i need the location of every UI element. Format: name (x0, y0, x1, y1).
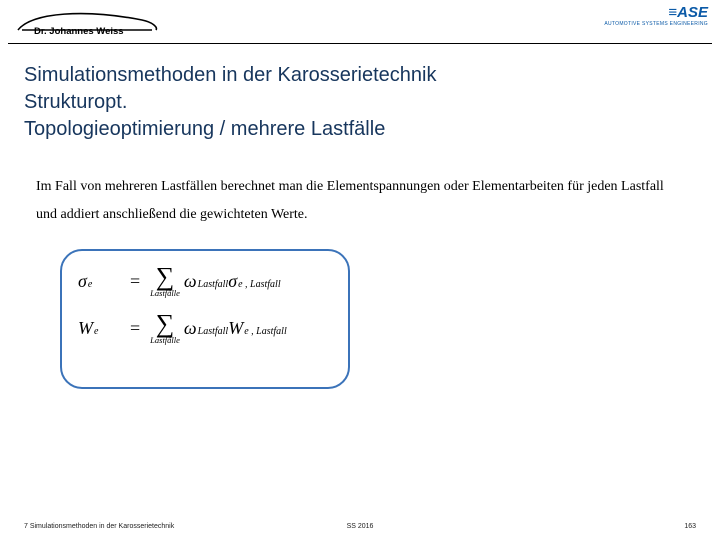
heading-line-2: Strukturopt. (24, 89, 696, 116)
eq2-rhs-sym: W (228, 318, 243, 339)
eq1-rhs-sub: e , Lastfall (238, 279, 281, 290)
equals-icon: = (130, 318, 140, 339)
eq1-rhs-sym: σ (228, 271, 237, 292)
logo: ≡ASE AUTOMOTIVE SYSTEMS ENGINEERING (604, 4, 708, 27)
heading-line-1: Simulationsmethoden in der Karosserietec… (24, 62, 696, 89)
footer-right: 163 (684, 523, 696, 530)
content: Simulationsmethoden in der Karosserietec… (0, 44, 720, 389)
eq1-lhs-sym: σ (78, 271, 87, 292)
author-logo: Dr. Johannes Weiss (12, 6, 162, 32)
author-name: Dr. Johannes Weiss (34, 26, 124, 37)
eq2-coef-sym: ω (184, 318, 197, 339)
eq2-lhs-sym: W (78, 318, 93, 339)
footer-left: 7 Simulationsmethoden in der Karosseriet… (24, 523, 174, 530)
formula-box: σ e = ∑ Lastfälle ω Lastfall σ e , Lastf… (60, 249, 350, 389)
eq2-coef-sub: Lastfall (198, 326, 229, 337)
sum-icon: ∑ Lastfälle (150, 312, 180, 345)
header: Dr. Johannes Weiss ≡ASE AUTOMOTIVE SYSTE… (8, 0, 712, 44)
slide-title: Simulationsmethoden in der Karosserietec… (24, 62, 696, 143)
eq2-lhs-sub: e (94, 326, 98, 337)
footer: 7 Simulationsmethoden in der Karosseriet… (0, 523, 720, 530)
sum-icon: ∑ Lastfälle (150, 265, 180, 298)
body-paragraph: Im Fall von mehreren Lastfällen berechne… (36, 173, 684, 229)
eq2-rhs-sub: e , Lastfall (244, 326, 287, 337)
equation-1: σ e = ∑ Lastfälle ω Lastfall σ e , Lastf… (78, 265, 332, 298)
logo-main: ≡ASE (604, 4, 708, 21)
eq1-lhs-sub: e (88, 279, 92, 290)
logo-sub: AUTOMOTIVE SYSTEMS ENGINEERING (604, 21, 708, 27)
eq1-coef-sub: Lastfall (198, 279, 229, 290)
eq1-coef-sym: ω (184, 271, 197, 292)
equation-2: W e = ∑ Lastfälle ω Lastfall W e , Lastf… (78, 312, 332, 345)
footer-center: SS 2016 (347, 523, 374, 530)
equals-icon: = (130, 271, 140, 292)
heading-line-3: Topologieoptimierung / mehrere Lastfälle (24, 116, 696, 143)
